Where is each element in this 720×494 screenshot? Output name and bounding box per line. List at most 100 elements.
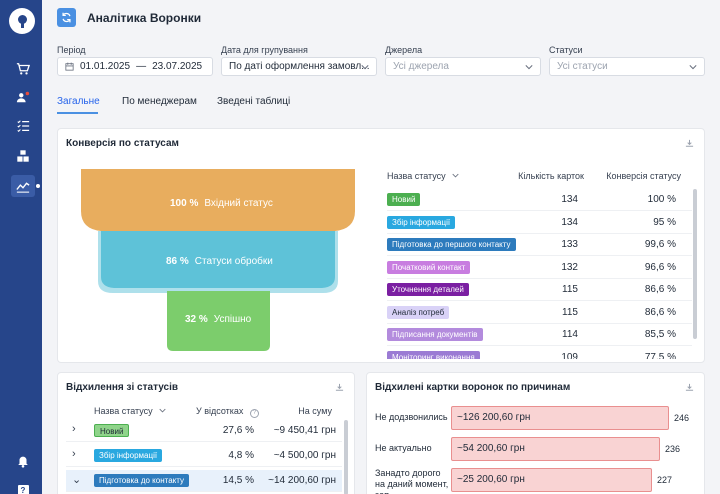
calendar-icon [65,62,74,71]
period-from: 01.01.2025 [80,61,131,72]
chevron-down-icon [525,65,533,70]
status-conversion: 85,5 % [644,329,676,340]
table-row[interactable]: Підготовка до першого контакту 133 99,6 % [387,234,692,256]
table-row[interactable]: Аналіз потреб 115 86,6 % [387,302,692,324]
page-title: Аналітика Воронки [87,11,202,25]
reason-bar[interactable]: ~126 200,60 грн [451,406,669,430]
status-conversion: 95 % [653,216,676,228]
status-conversion: 86,6 % [644,306,676,318]
funnel-name-incoming: Вхідний статус [204,198,273,209]
tab-pivot-tables[interactable]: Зведені таблиці [217,96,291,107]
deviation-scrollbar[interactable] [344,420,348,494]
card-count: 133 [561,239,578,250]
status-badge: Збір інформації [387,215,456,229]
table-row[interactable]: › Збір інформації 4,8 % ~4 500,00 грн [66,445,342,467]
expand-chevron-icon[interactable]: ⌄ [72,474,82,486]
status-badge: Новий [387,193,421,206]
period-picker[interactable]: 01.01.2025 — 23.07.2025 [57,57,213,76]
logo-icon[interactable] [9,8,35,34]
reason-count: 246 [674,413,690,423]
funnel-stage-success[interactable] [167,291,270,351]
period-separator: — [136,61,147,72]
table-row[interactable]: Новий 134 100 % [387,189,692,211]
status-table-scrollbar[interactable] [693,189,697,339]
boxes-icon [17,150,29,162]
reason-count: 236 [665,444,681,454]
deviation-share: 14,5 % [222,475,254,486]
dev-col-header-status[interactable]: Назва статусу [94,406,166,416]
chevron-down-icon [361,65,369,70]
group-date-select[interactable]: По даті оформлення замовл... [221,57,377,76]
card-count: 115 [562,284,578,295]
card-count: 134 [561,194,578,205]
nav-notifications[interactable] [11,450,35,472]
expand-chevron-icon[interactable]: › [72,423,76,435]
nav-analytics[interactable] [11,175,35,197]
download-icon[interactable] [335,383,344,392]
reason-bar[interactable]: ~54 200,60 грн [451,437,660,461]
tab-managers[interactable]: По менеджерам [122,96,197,107]
col-header-count: Кількість карток [518,171,584,181]
reason-label: Не актуально [375,443,432,453]
statuses-select[interactable]: Усі статуси [549,57,705,76]
nav-help[interactable]: ? [11,479,35,494]
status-badge: Уточнення деталей [387,283,469,296]
table-row[interactable]: Підписання документів 114 85,5 % [387,324,692,346]
sources-select[interactable]: Усі джерела [385,57,541,76]
card-count: 114 [562,329,578,340]
deviation-share: 4,8 % [228,450,254,461]
refresh-button[interactable] [57,8,76,27]
funnel-percent-processing: 86 % [166,256,189,267]
nav-orders[interactable] [11,58,35,80]
download-icon[interactable] [685,383,694,392]
tab-general[interactable]: Загальне [57,96,100,107]
deviation-card: Відхилення зі статусів Назва статусу У в… [57,372,355,494]
nav-warehouse[interactable] [11,145,35,167]
nav-clients[interactable] [11,86,35,108]
chevron-down-icon [159,408,166,413]
sources-label: Джерела [385,45,423,55]
status-badge: Аналіз потреб [387,305,450,319]
status-badge: Початковий контакт [387,260,471,274]
header: Аналітика Воронки [42,0,720,34]
refresh-icon [62,12,71,23]
table-row[interactable]: Початковий контакт 132 96,6 % [387,257,692,279]
table-row[interactable]: Моніторинг виконання 109 77,5 % [387,347,692,360]
period-label: Період [57,45,86,55]
table-row[interactable]: Уточнення деталей 115 86,6 % [387,279,692,301]
card-count: 109 [561,351,578,360]
funnel-label-success: 32 % Успішно [185,314,251,325]
table-row[interactable]: › Новий 27,6 % ~9 450,41 грн [66,420,342,442]
sidebar: ? [0,0,42,494]
table-row[interactable]: ⌄ Підготовка до контакту 14,5 % ~14 200,60 … [66,470,342,492]
table-row[interactable]: Збір інформації 134 95 % [387,212,692,234]
reason-count: 227 [657,475,673,485]
nav-tasks[interactable] [11,115,35,137]
status-badge: Підготовка до контакту [94,474,189,487]
group-date-label: Дата для групування [221,45,308,55]
col-header-status[interactable]: Назва статусу [387,171,459,181]
status-conversion: 77,5 % [644,351,676,360]
chevron-down-icon [689,65,697,70]
funnel-stage-processing[interactable] [101,231,335,288]
funnel-stage-incoming[interactable] [81,169,355,231]
bell-icon [18,456,28,468]
active-tab-indicator [57,112,98,114]
funnel-name-success: Успішно [213,314,252,325]
card-count: 115 [562,306,578,318]
funnel-percent-success: 32 % [185,314,208,325]
reason-bar[interactable]: ~25 200,60 грн [451,468,652,492]
chevron-down-icon [452,173,459,178]
cart-icon [16,63,30,75]
dev-col-header-share: У відсотках ? [196,406,259,418]
reasons-card-title: Відхилені картки воронок по причинам [375,382,571,393]
expand-chevron-icon[interactable]: › [72,448,76,460]
download-icon[interactable] [685,139,694,148]
users-icon [16,91,30,103]
status-badge: Збір інформації [94,449,163,462]
deviation-sum: ~4 500,00 грн [273,450,336,461]
statuses-placeholder: Усі статуси [557,61,608,72]
list-icon [17,120,30,132]
status-table: Назва статусу Кількість карток Конверсія… [387,169,697,359]
reason-label: Занадто дорого на даний момент, зап... [375,468,449,494]
